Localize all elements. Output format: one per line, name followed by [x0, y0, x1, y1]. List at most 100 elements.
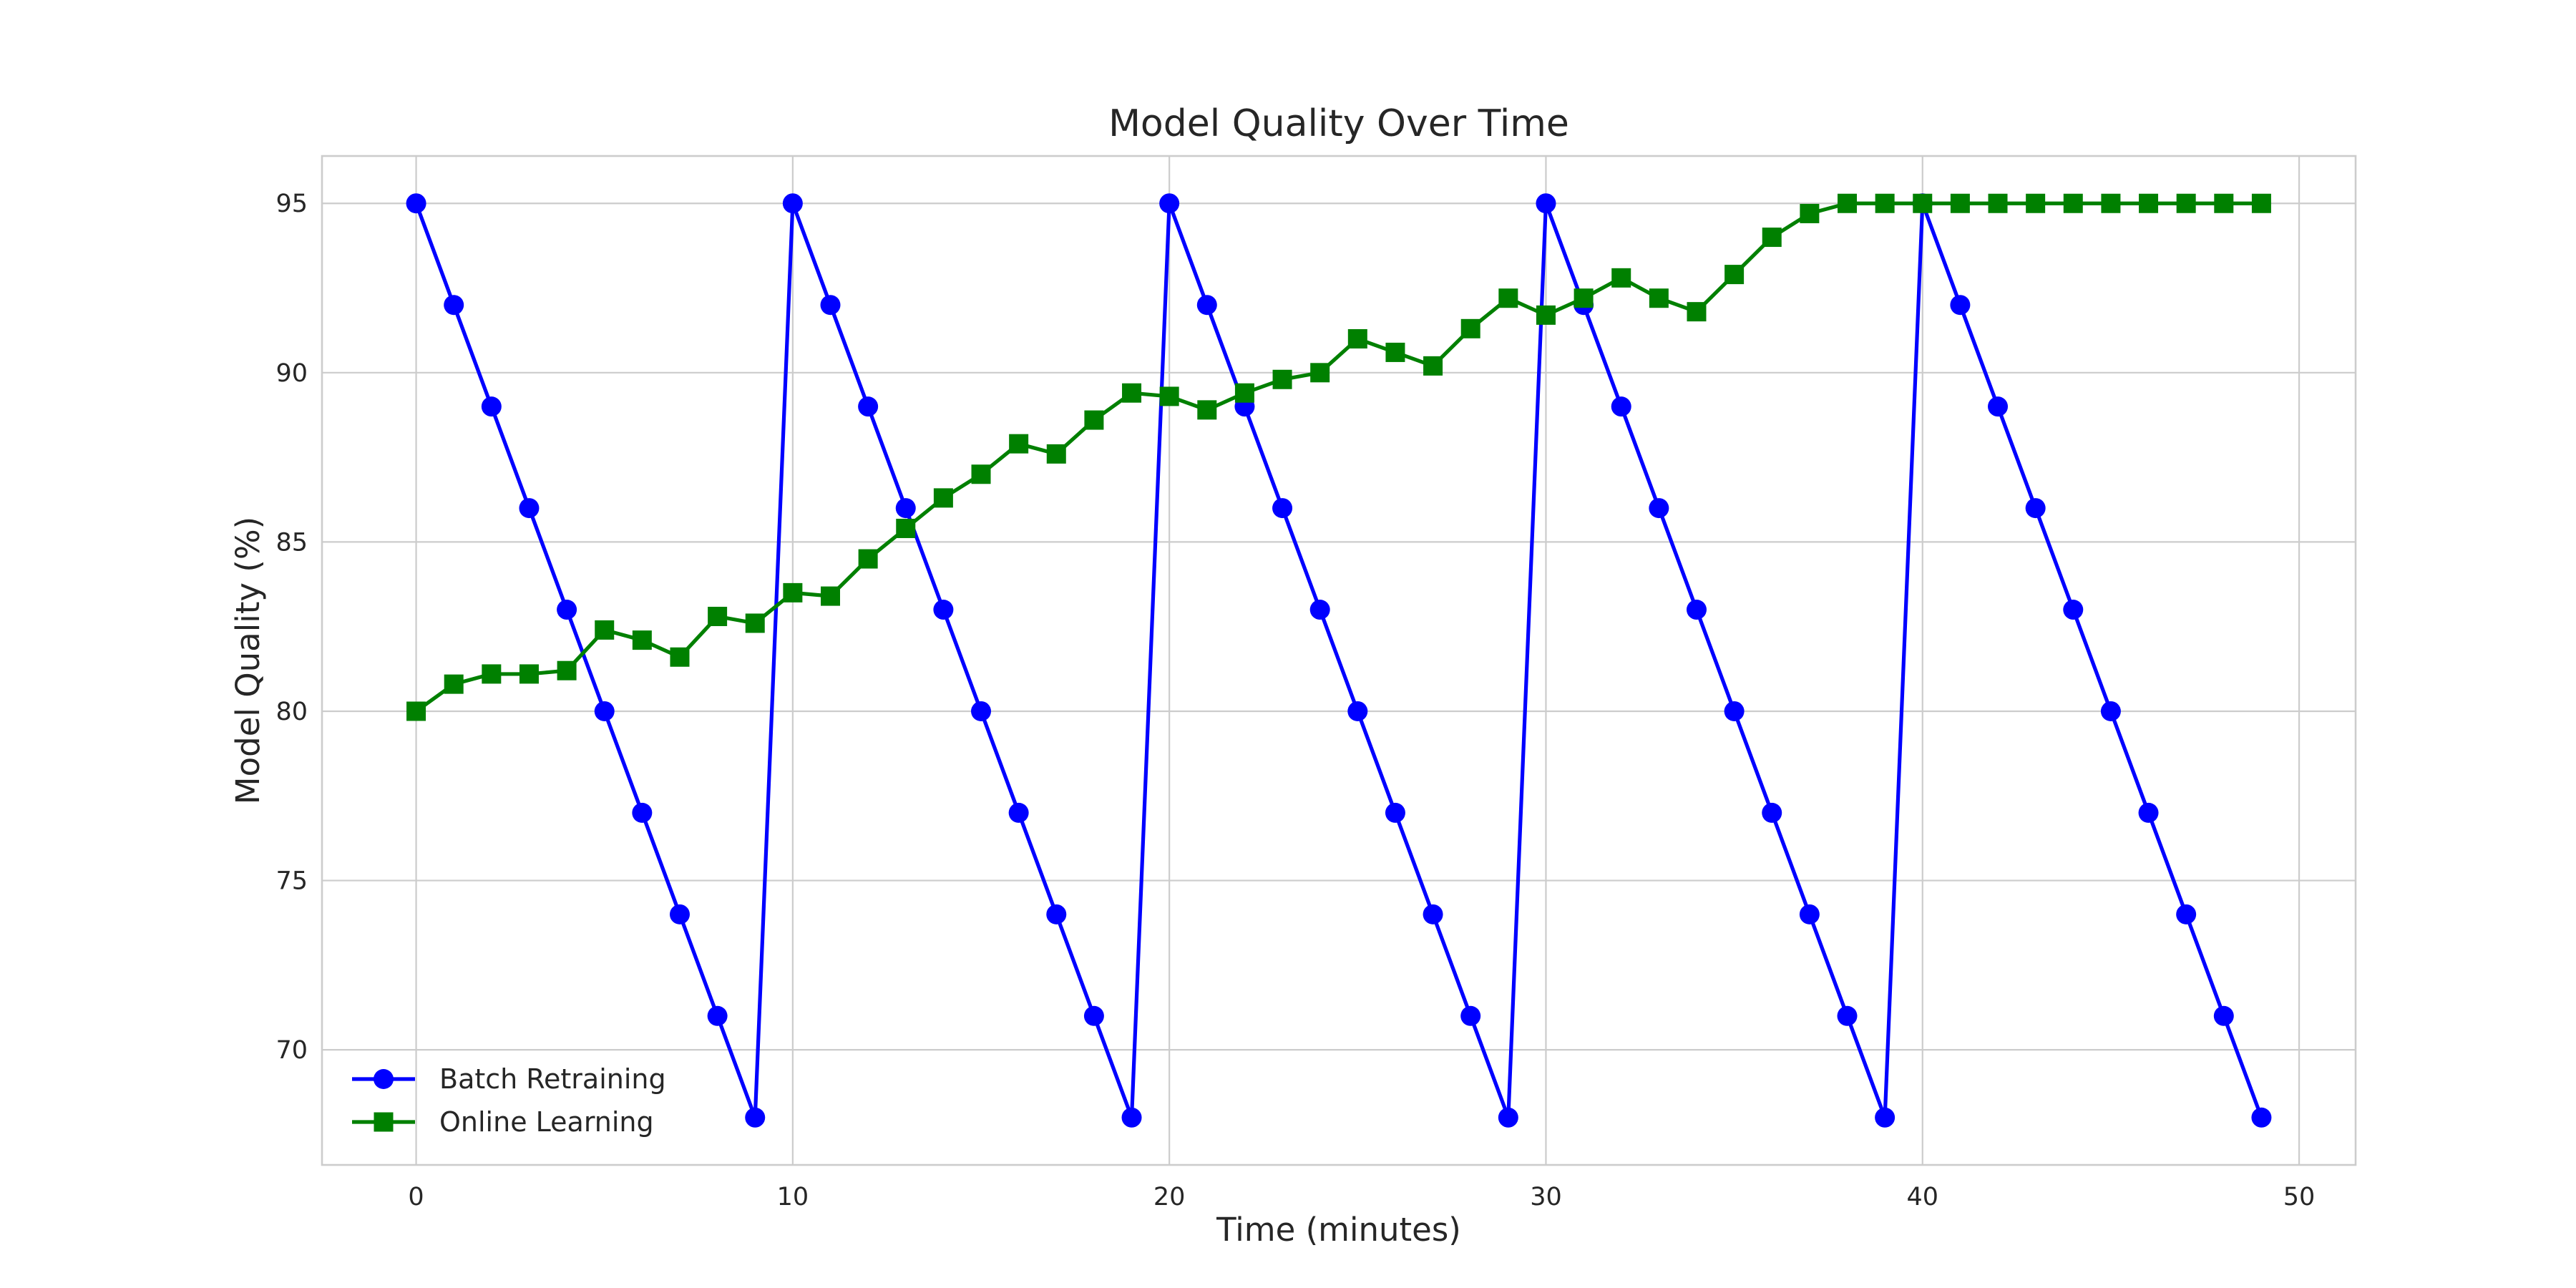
data-point-batch-retraining — [2251, 1107, 2272, 1128]
data-point-online-learning — [1084, 410, 1104, 430]
data-point-online-learning — [1046, 444, 1066, 464]
data-point-online-learning — [1838, 193, 1857, 213]
data-point-batch-retraining — [2100, 701, 2121, 721]
data-point-online-learning — [1423, 356, 1443, 376]
series-line-online-learning — [415, 201, 2262, 713]
data-point-online-learning — [1197, 400, 1217, 420]
data-point-batch-retraining — [1460, 1005, 1481, 1026]
data-point-online-learning — [2063, 193, 2083, 213]
data-point-online-learning — [1724, 265, 1745, 285]
data-point-online-learning — [1950, 193, 1970, 213]
data-point-batch-retraining — [1008, 802, 1029, 823]
data-point-batch-retraining — [1611, 396, 1631, 417]
data-point-batch-retraining — [1309, 600, 1330, 620]
data-point-batch-retraining — [444, 295, 464, 316]
y-tick-label: 85 — [275, 528, 308, 557]
data-point-online-learning — [896, 518, 916, 538]
data-point-batch-retraining — [1159, 193, 1180, 214]
data-point-batch-retraining — [1762, 802, 1782, 823]
data-point-online-learning — [406, 701, 426, 721]
data-point-online-learning — [1234, 383, 1254, 403]
x-tick-label: 50 — [2283, 1183, 2316, 1211]
series-layer — [406, 193, 2272, 1128]
legend-label-batch-retraining: Batch Retraining — [439, 1063, 666, 1095]
data-point-online-learning — [1611, 268, 1631, 288]
data-point-batch-retraining — [1121, 1107, 1142, 1128]
data-point-online-learning — [1385, 342, 1405, 362]
data-point-batch-retraining — [1875, 1107, 1896, 1128]
data-point-online-learning — [2176, 193, 2196, 213]
y-axis-label: Model Quality (%) — [229, 517, 267, 804]
legend-marker-batch-retraining — [374, 1069, 394, 1089]
data-point-online-learning — [1310, 363, 1330, 383]
data-point-batch-retraining — [1536, 193, 1556, 214]
data-point-online-learning — [2139, 193, 2159, 213]
data-point-batch-retraining — [1272, 498, 1293, 519]
grid-layer — [322, 156, 2356, 1165]
data-point-online-learning — [1498, 288, 1518, 308]
data-point-batch-retraining — [632, 802, 653, 823]
data-point-batch-retraining — [745, 1107, 766, 1128]
data-point-online-learning — [708, 606, 728, 626]
data-point-online-learning — [1800, 203, 1820, 223]
data-point-batch-retraining — [1686, 600, 1707, 620]
y-tick-label: 80 — [275, 698, 308, 726]
data-point-batch-retraining — [1347, 701, 1368, 721]
data-point-online-learning — [557, 660, 577, 680]
data-point-online-learning — [632, 630, 652, 650]
series-line-batch-retraining — [414, 201, 2263, 1120]
data-point-batch-retraining — [2063, 600, 2084, 620]
y-tick-label: 70 — [275, 1036, 308, 1065]
data-point-online-learning — [858, 549, 878, 569]
data-point-batch-retraining — [1423, 904, 1443, 924]
data-point-online-learning — [444, 674, 464, 694]
data-point-batch-retraining — [519, 498, 540, 519]
legend: Batch Retraining Online Learning — [352, 1063, 666, 1138]
data-point-online-learning — [1460, 318, 1480, 338]
data-point-batch-retraining — [2138, 802, 2159, 823]
y-tick-label: 75 — [275, 867, 308, 896]
data-point-batch-retraining — [669, 904, 690, 924]
x-axis-label: Time (minutes) — [1216, 1211, 1461, 1249]
data-point-online-learning — [482, 664, 502, 684]
series-online-learning — [406, 193, 2271, 721]
data-point-online-learning — [2101, 193, 2121, 213]
data-point-batch-retraining — [1950, 295, 1971, 316]
data-point-online-learning — [1687, 302, 1707, 322]
data-point-online-learning — [1875, 193, 1895, 213]
data-point-batch-retraining — [1083, 1005, 1104, 1026]
data-point-batch-retraining — [481, 396, 502, 417]
data-point-online-learning — [519, 664, 539, 684]
data-point-batch-retraining — [782, 193, 803, 214]
data-point-batch-retraining — [2213, 1005, 2234, 1026]
data-point-batch-retraining — [2176, 904, 2197, 924]
chart-title: Model Quality Over Time — [1108, 102, 1569, 145]
data-point-online-learning — [1913, 193, 1933, 213]
x-tick-label: 20 — [1153, 1183, 1186, 1211]
x-tick-label: 10 — [777, 1183, 809, 1211]
y-tick-label: 90 — [275, 359, 308, 388]
data-point-online-learning — [1574, 288, 1594, 308]
data-point-batch-retraining — [2025, 498, 2046, 519]
data-point-batch-retraining — [1385, 802, 1405, 823]
data-point-online-learning — [1988, 193, 2008, 213]
data-point-online-learning — [933, 488, 953, 508]
data-point-batch-retraining — [1837, 1005, 1858, 1026]
data-point-online-learning — [670, 647, 690, 667]
data-point-batch-retraining — [895, 498, 916, 519]
data-point-batch-retraining — [406, 193, 426, 214]
x-tick-label: 0 — [408, 1183, 424, 1211]
data-point-online-learning — [1122, 383, 1142, 403]
data-point-batch-retraining — [594, 701, 615, 721]
data-point-online-learning — [1536, 305, 1556, 325]
data-point-online-learning — [595, 620, 615, 640]
data-point-batch-retraining — [933, 600, 954, 620]
x-tick-label: 40 — [1906, 1183, 1938, 1211]
legend-marker-online-learning — [374, 1112, 394, 1132]
data-point-online-learning — [2251, 193, 2271, 213]
data-point-batch-retraining — [1799, 904, 1820, 924]
data-point-batch-retraining — [707, 1005, 728, 1026]
x-tick-label: 30 — [1530, 1183, 1562, 1211]
